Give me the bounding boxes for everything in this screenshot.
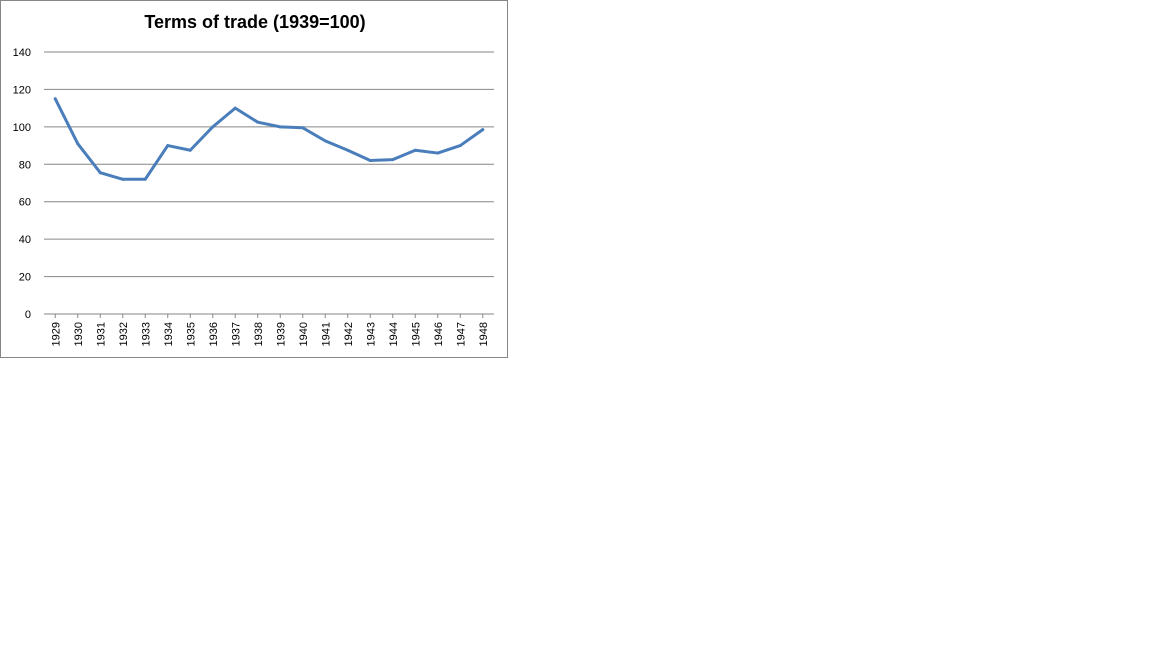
series-layer	[53, 97, 485, 181]
x-tick-label: 1936	[208, 322, 220, 346]
data-point-1934	[166, 144, 170, 148]
data-point-1945	[413, 148, 417, 152]
data-point-1929	[53, 97, 57, 101]
y-tick-label: 0	[25, 309, 31, 321]
x-tick-label: 1941	[320, 322, 332, 346]
x-tick-label: 1940	[298, 322, 310, 346]
chart-title: Terms of trade (1939=100)	[144, 12, 366, 32]
data-point-1943	[368, 159, 372, 163]
x-tick-label: 1944	[388, 322, 400, 346]
data-point-1940	[301, 126, 305, 130]
y-axis-ticks: 0 20 40 60 80 100 120 140	[13, 47, 31, 321]
y-tick-label: 120	[13, 84, 31, 96]
data-point-1941	[323, 139, 327, 143]
y-tick-label: 100	[13, 122, 31, 134]
data-point-1946	[436, 151, 440, 155]
chart-frame: Terms of trade (1939=100) 0 20 40 60 80 100 12…	[0, 0, 508, 358]
data-point-1931	[98, 171, 102, 175]
y-tick-label: 60	[19, 197, 31, 209]
x-tick-label: 1948	[478, 322, 490, 346]
x-tick-label: 1938	[253, 322, 265, 346]
x-tick-label: 1939	[275, 322, 287, 346]
data-point-1948	[481, 128, 485, 132]
x-tick-label: 1931	[95, 322, 107, 346]
series-line-0	[53, 97, 485, 181]
data-point-1937	[233, 106, 237, 110]
x-tick-label: 1947	[455, 322, 467, 346]
x-tick-label: 1929	[50, 322, 62, 346]
data-point-1932	[121, 177, 125, 181]
x-tick-label: 1943	[365, 322, 377, 346]
x-tick-label: 1934	[163, 322, 175, 346]
data-point-1930	[76, 142, 80, 146]
data-point-1944	[391, 158, 395, 162]
y-tick-label: 20	[19, 272, 31, 284]
x-tick-label: 1942	[343, 322, 355, 346]
x-tick-label: 1930	[73, 322, 85, 346]
data-point-1935	[188, 148, 192, 152]
x-tick-label: 1933	[140, 322, 152, 346]
data-point-1933	[143, 177, 147, 181]
x-tick-label: 1935	[185, 322, 197, 346]
x-tick-label: 1937	[230, 322, 242, 346]
y-tick-label: 140	[13, 47, 31, 59]
x-tick-label: 1932	[118, 322, 130, 346]
grid-lines	[44, 51, 494, 315]
data-point-1936	[211, 125, 215, 129]
data-point-1938	[256, 120, 260, 124]
x-tick-label: 1946	[433, 322, 445, 346]
x-tick-label: 1945	[410, 322, 422, 346]
data-point-1942	[346, 148, 350, 152]
y-tick-label: 80	[19, 159, 31, 171]
data-point-1947	[458, 144, 462, 148]
data-point-1939	[278, 125, 282, 129]
y-tick-label: 40	[19, 234, 31, 246]
x-axis-ticks: 1929 1930 1931 1932 1933 1934 1935 1936 1937 1938…	[50, 314, 490, 346]
